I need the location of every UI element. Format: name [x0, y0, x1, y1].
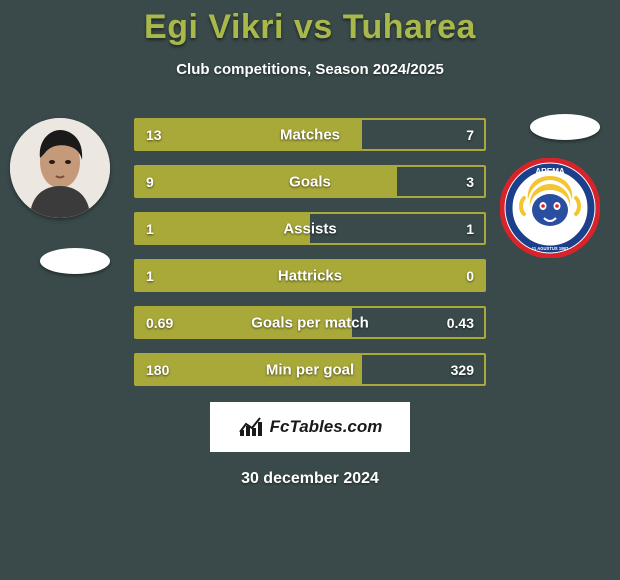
stat-bar: 9 Goals 3: [134, 165, 486, 198]
stat-bar: 13 Matches 7: [134, 118, 486, 151]
svg-text:AREMA: AREMA: [535, 167, 565, 176]
stat-left-value: 1: [146, 268, 154, 284]
stat-left-value: 0.69: [146, 315, 173, 331]
stats-area: AREMA 11 AGUSTUS 1987 13 Matches 7 9 Goa…: [0, 118, 620, 386]
stat-right-value: 3: [466, 174, 474, 190]
stat-right-value: 329: [451, 362, 474, 378]
subtitle: Club competitions, Season 2024/2025: [0, 61, 620, 78]
team-badge-left-placeholder: [40, 248, 110, 274]
footer-logo: FcTables.com: [210, 402, 410, 452]
stat-left-value: 1: [146, 221, 154, 237]
person-icon: [10, 118, 110, 218]
player-avatar-right-placeholder: [530, 114, 600, 140]
stat-bar: 1 Assists 1: [134, 212, 486, 245]
stat-label: Min per goal: [266, 361, 354, 378]
stat-bars: 13 Matches 7 9 Goals 3 1 Assists 1 1 Hat…: [134, 118, 486, 386]
stat-label: Assists: [283, 220, 336, 237]
chart-icon: [238, 416, 264, 438]
club-crest-icon: AREMA 11 AGUSTUS 1987: [500, 158, 600, 258]
player-avatar-left: [10, 118, 110, 218]
stat-label: Goals per match: [251, 314, 369, 331]
stat-right-value: 0.43: [447, 315, 474, 331]
svg-text:11 AGUSTUS 1987: 11 AGUSTUS 1987: [532, 246, 569, 251]
stat-label: Goals: [289, 173, 331, 190]
stat-left-value: 9: [146, 174, 154, 190]
team-badge-right: AREMA 11 AGUSTUS 1987: [500, 158, 600, 258]
stat-bar: 0.69 Goals per match 0.43: [134, 306, 486, 339]
page-title: Egi Vikri vs Tuharea: [0, 8, 620, 47]
stat-bar: 1 Hattricks 0: [134, 259, 486, 292]
stat-right-value: 7: [466, 127, 474, 143]
stat-right-value: 0: [466, 268, 474, 284]
footer-logo-text: FcTables.com: [270, 417, 383, 437]
stat-right-value: 1: [466, 221, 474, 237]
date-text: 30 december 2024: [0, 470, 620, 488]
stat-bar-fill: [136, 167, 397, 196]
stat-left-value: 180: [146, 362, 169, 378]
stat-label: Matches: [280, 126, 340, 143]
stat-bar: 180 Min per goal 329: [134, 353, 486, 386]
stat-label: Hattricks: [278, 267, 342, 284]
stat-left-value: 13: [146, 127, 162, 143]
